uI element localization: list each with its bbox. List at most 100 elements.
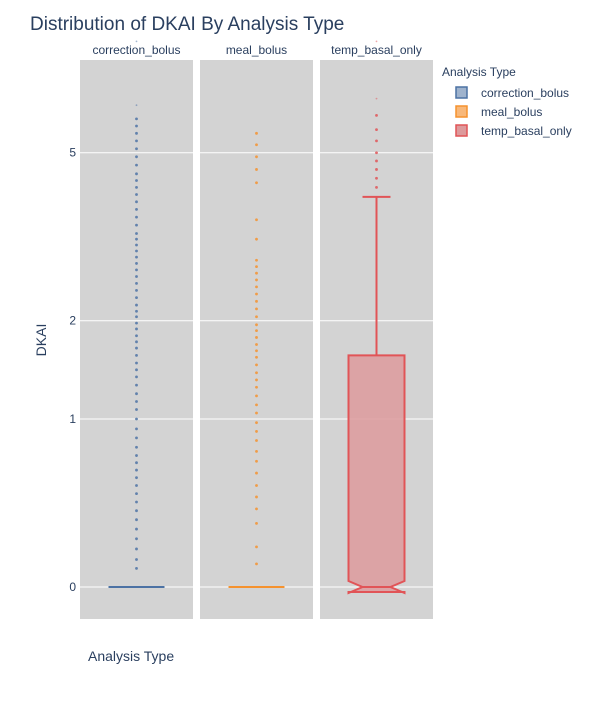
y-tick-label: 0 xyxy=(69,580,76,594)
outlier-point xyxy=(255,343,258,346)
outlier-point xyxy=(255,155,258,159)
outlier-point xyxy=(135,243,138,247)
outlier-point xyxy=(135,492,138,496)
outlier-point xyxy=(255,507,258,511)
outlier-point xyxy=(135,139,138,143)
outlier-point xyxy=(255,265,258,269)
outlier-point xyxy=(255,237,258,241)
outlier-point xyxy=(375,97,378,100)
outlier-point xyxy=(135,232,138,235)
outlier-point xyxy=(375,139,378,143)
panel-background xyxy=(80,60,193,619)
legend-item-meal_bolus[interactable]: meal_bolus xyxy=(455,105,542,119)
outlier-point xyxy=(255,278,258,282)
y-tick-label: 2 xyxy=(69,314,76,328)
facet-correction_bolus: correction_bolus xyxy=(80,40,193,619)
outlier-point xyxy=(135,179,138,182)
outlier-point xyxy=(255,421,258,425)
y-tick-label: 1 xyxy=(69,412,76,426)
outlier-point xyxy=(255,181,258,185)
outlier-point xyxy=(135,383,138,387)
legend-swatch xyxy=(455,105,468,118)
legend-title: Analysis Type xyxy=(442,65,516,79)
outlier-point xyxy=(255,271,258,275)
outlier-point xyxy=(135,237,138,241)
outlier-point xyxy=(135,436,138,440)
outlier-point xyxy=(135,461,138,465)
legend[interactable]: correction_bolus meal_bolus temp_basal_onl… xyxy=(455,86,572,138)
outlier-point xyxy=(135,193,138,196)
outlier-point xyxy=(135,361,138,365)
outlier-point xyxy=(255,385,258,389)
outlier-point xyxy=(135,155,138,159)
outlier-point xyxy=(135,275,138,278)
outlier-point xyxy=(255,168,258,171)
outlier-point xyxy=(135,476,138,480)
outlier-point xyxy=(255,355,258,359)
outlier-point xyxy=(135,163,138,167)
outlier-point xyxy=(255,349,258,353)
outlier-point xyxy=(135,566,138,570)
outlier-point xyxy=(255,495,258,499)
outlier-point xyxy=(255,439,258,442)
outlier-point xyxy=(135,392,138,396)
outlier-point xyxy=(255,430,258,433)
outlier-point xyxy=(135,309,138,313)
outlier-point xyxy=(375,40,378,43)
outlier-point xyxy=(255,449,258,453)
outlier-point xyxy=(135,527,138,531)
outlier-point xyxy=(255,471,258,475)
outlier-point xyxy=(135,334,138,338)
legend-swatch xyxy=(455,86,468,99)
outlier-point xyxy=(255,258,258,262)
legend-label: meal_bolus xyxy=(481,105,542,119)
outlier-point xyxy=(135,223,138,227)
legend-label: correction_bolus xyxy=(481,86,569,100)
outlier-point xyxy=(135,537,138,541)
outlier-point xyxy=(255,403,258,407)
legend-swatch xyxy=(455,124,468,137)
outlier-point xyxy=(135,281,138,285)
legend-item-correction_bolus[interactable]: correction_bolus xyxy=(455,86,569,100)
facet-temp_basal_only: temp_basal_only xyxy=(320,40,433,619)
outlier-point xyxy=(135,186,138,189)
outlier-point xyxy=(255,299,258,303)
outlier-point xyxy=(255,323,258,327)
outlier-point xyxy=(255,329,258,333)
outlier-point xyxy=(135,468,138,472)
outlier-point xyxy=(135,249,138,253)
outlier-point xyxy=(255,378,258,382)
outlier-point xyxy=(135,255,138,259)
outlier-point xyxy=(135,207,138,211)
outlier-point xyxy=(375,113,378,117)
outlier-point xyxy=(255,411,258,415)
outlier-point xyxy=(135,454,138,457)
outlier-point xyxy=(135,268,138,272)
outlier-point xyxy=(255,522,258,525)
facet-panels: correction_bolus meal_bolus temp_basal_onl… xyxy=(80,40,433,619)
outlier-point xyxy=(255,562,258,566)
outlier-point xyxy=(135,340,138,344)
outlier-point xyxy=(255,131,258,135)
facet-meal_bolus: meal_bolus xyxy=(200,43,313,619)
outlier-point xyxy=(255,315,258,319)
outlier-point xyxy=(375,186,378,189)
outlier-point xyxy=(135,400,138,403)
outlier-point xyxy=(135,346,138,350)
legend-label: temp_basal_only xyxy=(481,124,572,138)
outlier-point xyxy=(255,545,258,549)
outlier-point xyxy=(135,327,138,331)
chart-title: Distribution of DKAI By Analysis Type xyxy=(30,14,344,35)
outlier-point xyxy=(255,143,258,147)
outlier-point xyxy=(135,131,138,135)
outlier-point xyxy=(255,307,258,311)
legend-item-temp_basal_only[interactable]: temp_basal_only xyxy=(455,124,572,138)
facet-title: meal_bolus xyxy=(226,43,287,57)
outlier-point xyxy=(375,176,378,180)
outlier-point xyxy=(135,321,138,325)
facet-title: correction_bolus xyxy=(92,43,180,57)
outlier-point xyxy=(135,147,138,151)
outlier-point xyxy=(255,218,258,222)
